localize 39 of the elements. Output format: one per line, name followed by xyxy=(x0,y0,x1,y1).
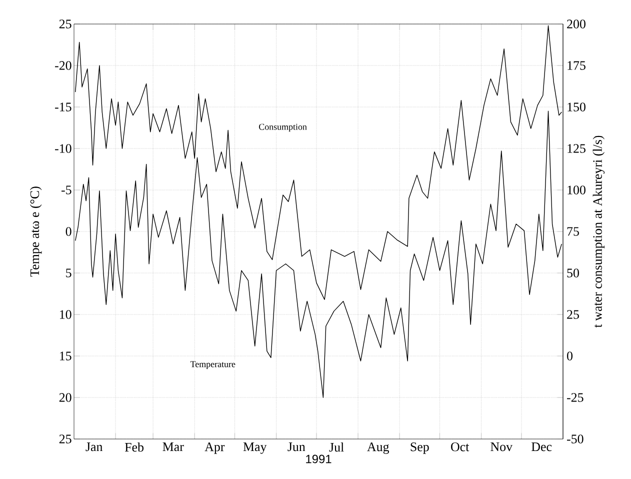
x-tick-label: Mar xyxy=(162,442,184,452)
y2-tick-label: 50 xyxy=(567,268,579,278)
y2-axis-title: t water consumption at Akureyri (l/s) xyxy=(592,136,605,328)
y2-tick-label: 175 xyxy=(568,61,586,70)
y-tick-label: 0 xyxy=(66,227,72,236)
y-tick-label: 25 xyxy=(59,434,72,444)
x-tick-label: Dec xyxy=(532,442,552,452)
x-tick-label: Jan xyxy=(86,442,103,452)
x-tick-label: Aug xyxy=(367,442,390,454)
y2-tick-label: 200 xyxy=(567,20,586,28)
y2-tick-label: 100 xyxy=(568,186,586,194)
y-tick-label: 25 xyxy=(59,20,72,28)
y-tick-label: -5 xyxy=(62,186,72,194)
y-tick-label: -20 xyxy=(55,61,72,70)
x-tick-label: Feb xyxy=(124,442,144,452)
y-tick-label: 5 xyxy=(66,268,72,278)
y-tick-label: 15 xyxy=(60,352,72,360)
y-axis-title: Tempe atω e (°C) xyxy=(30,186,42,277)
x-axis-title: 1991 xyxy=(306,454,332,464)
y-tick-label: -15 xyxy=(55,102,72,112)
x-tick-label: Oct xyxy=(451,442,470,452)
annotation: Temperature xyxy=(190,361,236,370)
x-tick-label: Apr xyxy=(204,442,225,454)
y2-tick-label: -50 xyxy=(567,434,584,444)
y-tick-label: -10 xyxy=(55,144,72,153)
x-tick-label: Jul xyxy=(329,442,344,452)
x-tick-label: Sep xyxy=(410,442,429,454)
y2-tick-label: 75 xyxy=(567,227,579,236)
annotation: Consumption xyxy=(259,124,307,132)
x-tick-label: Jun xyxy=(288,442,306,452)
y-tick-label: 20 xyxy=(59,393,72,402)
y2-tick-label: 0 xyxy=(567,352,573,360)
y2-tick-label: 125 xyxy=(568,144,586,153)
y-tick-label: 10 xyxy=(60,310,72,319)
y2-tick-label: -25 xyxy=(567,393,584,402)
x-tick-label: Nov xyxy=(490,442,513,452)
y2-tick-label: 150 xyxy=(568,102,586,112)
x-tick-label: May xyxy=(243,442,267,454)
y2-tick-label: 25 xyxy=(567,310,579,319)
